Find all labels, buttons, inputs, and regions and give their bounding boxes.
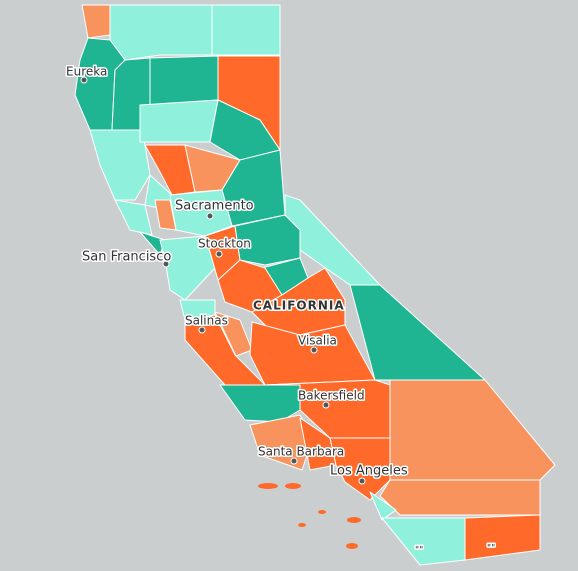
county	[369, 491, 397, 521]
city-dots	[80, 76, 366, 485]
county	[379, 479, 541, 516]
county	[211, 4, 281, 56]
region-label: CALIFORNIA	[253, 299, 345, 313]
border-label: ""	[415, 546, 423, 556]
county	[464, 514, 541, 561]
city-dot	[310, 346, 318, 354]
islands	[258, 483, 361, 549]
county	[284, 194, 381, 286]
city-dot	[206, 212, 214, 220]
county	[149, 55, 219, 106]
city-label: Santa Barbara	[258, 445, 344, 459]
city-dot	[358, 477, 366, 485]
border-label: ""	[487, 544, 495, 554]
city-dot	[162, 260, 170, 268]
county	[329, 437, 391, 501]
city-label: Stockton	[198, 237, 251, 251]
city-dot	[215, 250, 223, 258]
city-label: Salinas	[185, 314, 228, 328]
island	[346, 543, 358, 549]
city-label: Bakersfield	[298, 389, 365, 403]
city-dot	[322, 401, 330, 409]
city-label: San Francisco	[82, 250, 171, 265]
city-dot	[198, 326, 206, 334]
county	[114, 199, 153, 236]
city-label: Visalia	[298, 334, 337, 348]
city-dot	[290, 457, 298, 465]
island	[285, 483, 301, 489]
island	[298, 523, 306, 527]
city-dot	[80, 76, 88, 84]
county	[139, 99, 219, 143]
island	[318, 510, 326, 514]
county	[109, 4, 213, 61]
counties	[74, 4, 556, 566]
island	[347, 517, 361, 523]
city-label: Los Angeles	[330, 464, 408, 479]
island	[258, 483, 278, 489]
city-label: Sacramento	[175, 199, 254, 214]
city-label: Eureka	[66, 65, 107, 79]
